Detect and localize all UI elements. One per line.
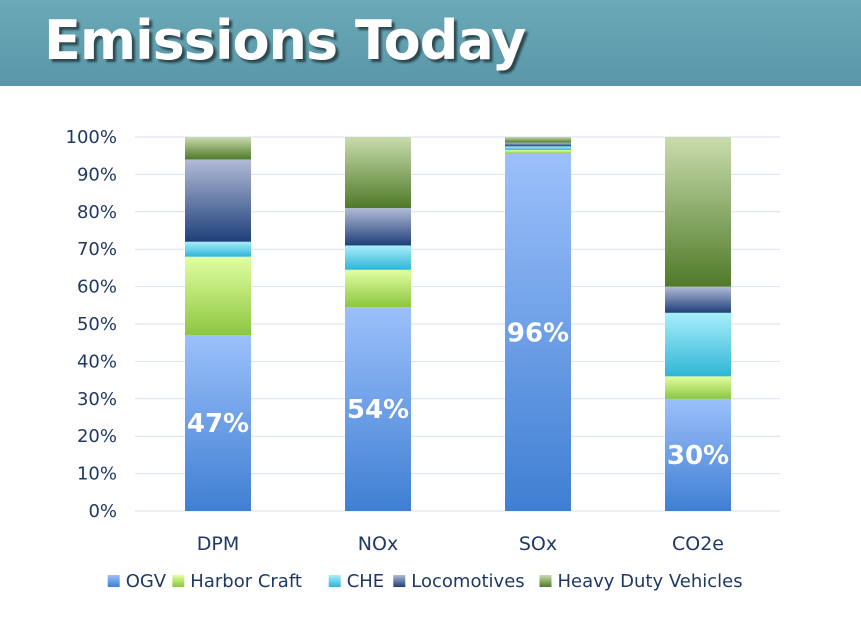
legend-swatch xyxy=(172,575,185,587)
y-tick-label: 60% xyxy=(77,277,117,298)
bar-co2e-locomotives xyxy=(665,286,731,313)
legend-swatch xyxy=(328,575,341,587)
bar-dpm-che xyxy=(185,241,251,257)
y-tick-label: 70% xyxy=(77,239,117,260)
y-tick-label: 90% xyxy=(77,164,117,185)
legend-item-heavy-duty-vehicles: Heavy Duty Vehicles xyxy=(539,571,743,592)
bar-nox-harbor-craft xyxy=(345,269,411,308)
y-tick-label: 30% xyxy=(77,389,117,410)
legend-label: CHE xyxy=(347,571,384,592)
category-label-dpm: DPM xyxy=(197,533,239,555)
bar-sox-locomotives xyxy=(505,142,571,147)
bar-dpm-locomotives xyxy=(185,159,251,242)
bar-sox-heavy-duty-vehicles xyxy=(505,137,571,143)
y-tick-label: 0% xyxy=(88,501,117,522)
category-label-nox: NOx xyxy=(358,533,398,555)
data-label-sox: 96% xyxy=(507,318,569,348)
legend-swatch xyxy=(539,575,552,587)
category-label-co2e: CO2e xyxy=(672,533,724,555)
bar-nox-heavy-duty-vehicles xyxy=(345,137,411,209)
y-tick-label: 40% xyxy=(77,351,117,372)
bar-sox-harbor-craft xyxy=(505,150,571,154)
legend-label: Heavy Duty Vehicles xyxy=(558,571,743,592)
y-tick-label: 10% xyxy=(77,464,117,485)
bar-sox-che xyxy=(505,146,571,151)
title-banner: Emissions Today xyxy=(0,0,861,86)
bar-co2e-ogv xyxy=(665,398,731,511)
data-label-co2e: 30% xyxy=(667,441,729,471)
bar-dpm-ogv xyxy=(185,335,251,511)
legend-swatch xyxy=(393,575,406,587)
legend-item-che: CHE xyxy=(328,571,384,592)
y-tick-label: 20% xyxy=(77,426,117,447)
bar-dpm-heavy-duty-vehicles xyxy=(185,137,251,160)
legend-item-locomotives: Locomotives xyxy=(393,571,525,592)
legend-item-harbor-craft: Harbor Craft xyxy=(172,571,302,592)
data-label-nox: 54% xyxy=(347,395,409,425)
data-label-dpm: 47% xyxy=(187,409,249,439)
legend-item-ogv: OGV xyxy=(107,571,167,592)
legend-label: Locomotives xyxy=(411,571,524,592)
bar-co2e-heavy-duty-vehicles xyxy=(665,137,731,287)
y-tick-label: 100% xyxy=(66,127,117,148)
legend-swatch xyxy=(107,575,120,587)
legend-label: OGV xyxy=(126,571,167,592)
category-label-sox: SOx xyxy=(519,533,557,555)
legend-label: Harbor Craft xyxy=(190,571,302,592)
page-title: Emissions Today xyxy=(44,9,526,72)
bar-sox-ogv xyxy=(505,153,571,511)
bar-co2e-che xyxy=(665,312,731,377)
bar-dpm-harbor-craft xyxy=(185,256,251,336)
bar-nox-locomotives xyxy=(345,208,411,246)
bar-nox-ogv xyxy=(345,307,411,511)
y-tick-label: 50% xyxy=(77,314,117,335)
bar-co2e-harbor-craft xyxy=(665,376,731,399)
bar-nox-che xyxy=(345,245,411,270)
y-tick-label: 80% xyxy=(77,202,117,223)
